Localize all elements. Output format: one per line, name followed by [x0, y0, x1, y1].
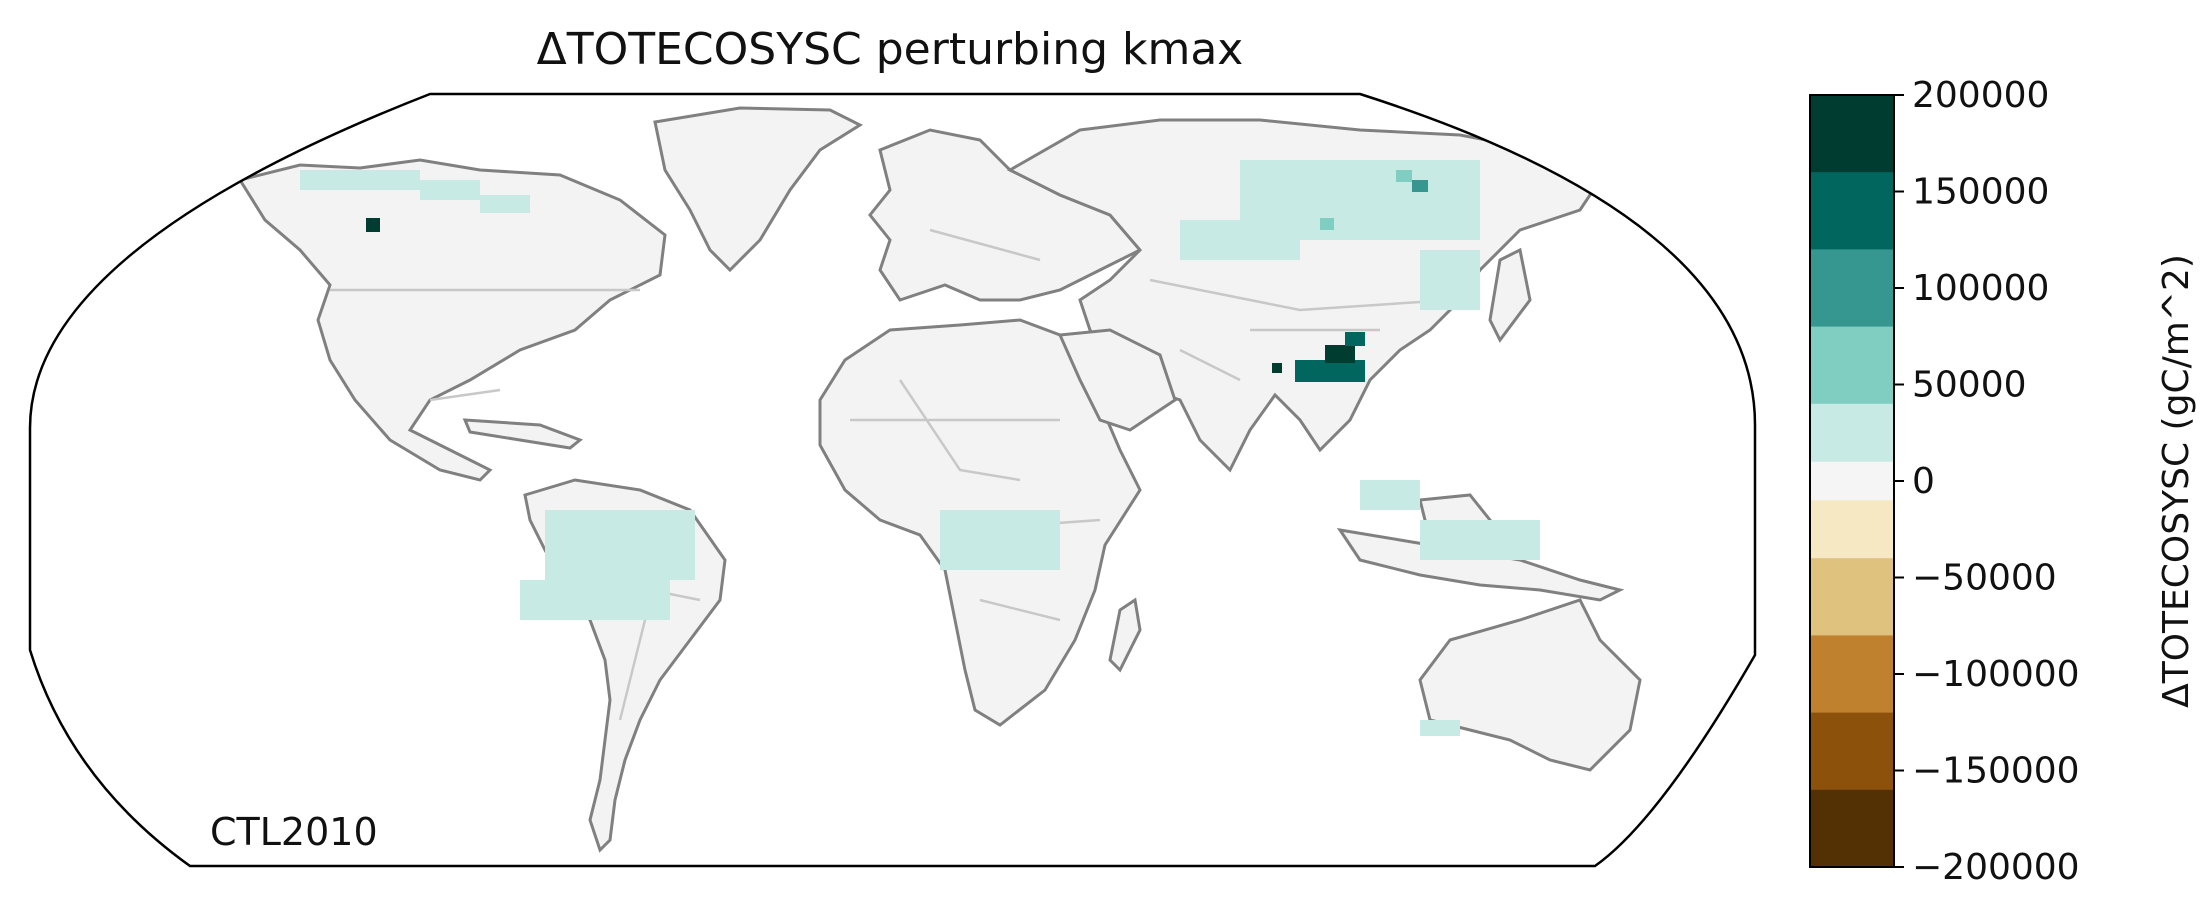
- colorbar-ticks: 200000 150000 100000 50000 0 −50000 −100000 −15…: [1894, 75, 2080, 888]
- cell-siberia-2: [1180, 220, 1300, 260]
- colorbar-tick-label-4: 0: [1912, 461, 1935, 502]
- colorbar-bin-10: [1810, 789, 1894, 868]
- cell-boreal-na-3: [480, 195, 530, 213]
- colorbar-tick-label-0: 200000: [1912, 75, 2049, 116]
- cell-sea-2: [1420, 520, 1540, 560]
- colorbar-tick-label-8: −200000: [1912, 847, 2080, 888]
- land-japan: [1488, 247, 1532, 343]
- cell-boreal-na-2: [420, 180, 480, 200]
- cell-siberia-mid-3: [1320, 218, 1334, 230]
- colorbar-bin-2: [1810, 249, 1894, 328]
- cell-siberia-mid-2: [1412, 180, 1428, 192]
- cell-sea: [1360, 480, 1420, 510]
- map-frame: [28, 92, 1757, 868]
- scenario-label: CTL2010: [210, 810, 378, 854]
- cell-siberia-mid: [1396, 170, 1412, 182]
- colorbar-bin-5: [1810, 461, 1894, 501]
- cell-na-dark: [366, 218, 380, 232]
- colorbar-tick-label-2: 100000: [1912, 268, 2049, 309]
- land-caribbean: [462, 418, 583, 450]
- colorbar-bins: [1810, 95, 1894, 868]
- colorbar-tick-label-3: 50000: [1912, 365, 2027, 406]
- land-australia: [1418, 598, 1642, 772]
- colorbar-tick-label-5: −50000: [1912, 558, 2057, 599]
- cell-tibet-2: [1325, 345, 1355, 363]
- colorbar-bin-7: [1810, 558, 1894, 636]
- colorbar-bin-9: [1810, 712, 1894, 791]
- colorbar-label: ΔTOTECOSYSC (gC/m^2): [2156, 254, 2197, 708]
- cell-congo: [940, 510, 1060, 570]
- land-arabia: [1057, 328, 1177, 432]
- cell-tibet-3: [1345, 332, 1365, 346]
- colorbar-bin-3: [1810, 326, 1894, 405]
- colorbar-tick-label-6: −100000: [1912, 654, 2080, 695]
- cell-tibet-4: [1272, 363, 1282, 373]
- land-europe: [868, 128, 1143, 302]
- colorbar-bin-8: [1810, 635, 1894, 714]
- cell-siberia-3: [1420, 250, 1480, 310]
- colorbar-tick-label-7: −150000: [1912, 751, 2080, 792]
- colorbar-bin-4: [1810, 403, 1894, 463]
- land-north-america: [237, 158, 667, 482]
- colorbar: 200000 150000 100000 50000 0 −50000 −100000 −15…: [1809, 75, 2197, 888]
- land-layer: [237, 106, 1722, 853]
- map-panel: CTL2010: [28, 92, 1757, 868]
- land-new-zealand: [1678, 737, 1722, 823]
- colorbar-tick-label-1: 150000: [1912, 172, 2049, 213]
- land-madagascar: [1108, 597, 1142, 673]
- land-greenland: [653, 106, 864, 273]
- cell-aus-coast: [1420, 720, 1460, 736]
- anomaly-cells: [300, 160, 1540, 736]
- colorbar-bin-0: [1810, 95, 1894, 173]
- cell-amazon: [545, 510, 695, 580]
- colorbar-bin-6: [1810, 500, 1894, 559]
- map-title: ΔTOTECOSYSC perturbing kmax: [536, 24, 1244, 75]
- cell-amazon-2: [520, 580, 670, 620]
- colorbar-bin-1: [1810, 172, 1894, 250]
- cell-boreal-na: [300, 170, 420, 190]
- cell-tibet: [1295, 360, 1365, 382]
